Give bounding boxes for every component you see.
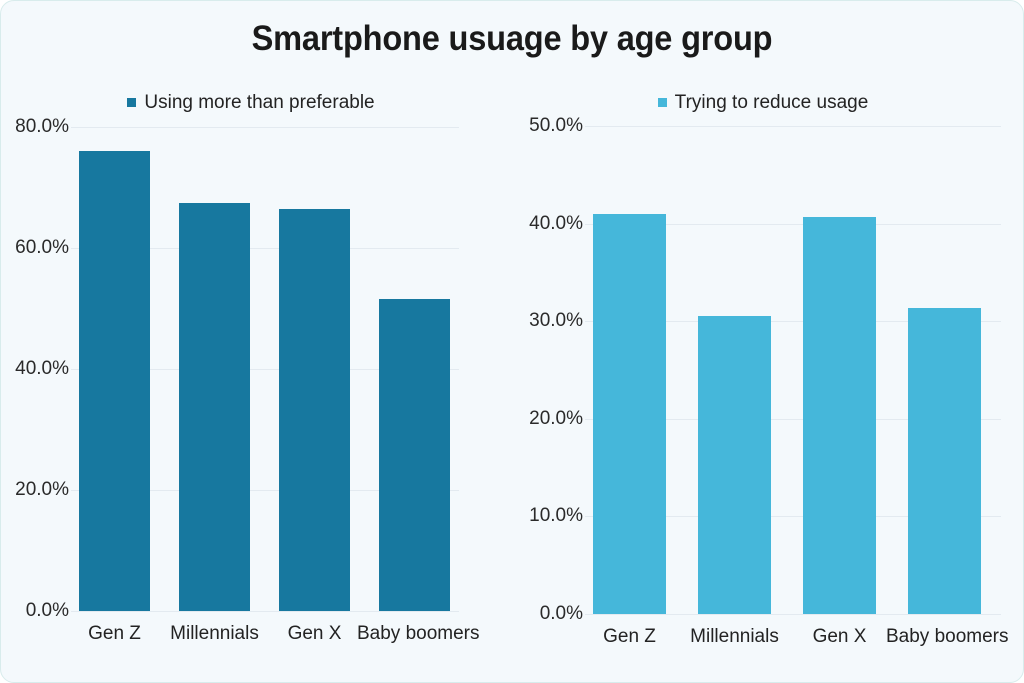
- chart-panel-right: Trying to reduce usage 0.0% 10.0% 20.0% 30.…: [501, 87, 1023, 657]
- bar[interactable]: [698, 316, 771, 614]
- bar[interactable]: [279, 208, 350, 611]
- y-axis-tick-label: 40.0%: [15, 358, 69, 379]
- plot-area-left: 0.0% 20.0% 40.0% 60.0% 80.0% Gen Z Millennial…: [1, 87, 501, 657]
- gridline: [585, 321, 1001, 323]
- gridline: [585, 418, 1001, 420]
- y-axis-tick-label: 30.0%: [529, 310, 583, 332]
- y-axis-tick-label: 50.0%: [529, 115, 583, 136]
- bar[interactable]: [379, 299, 450, 611]
- y-axis-tick-label: 20.0%: [15, 479, 69, 500]
- chart-panel-left: Using more than preferable 0.0% 20.0% 40.0…: [1, 87, 501, 657]
- x-axis-tick-label: Millennials: [170, 623, 259, 644]
- bar[interactable]: [179, 202, 250, 611]
- legend-label-right: Trying to reduce usage: [674, 91, 869, 113]
- x-axis-tick-label: Baby boomers: [357, 623, 480, 644]
- gridline: [71, 248, 459, 249]
- x-axis-tick-label: Gen Z: [603, 626, 656, 647]
- x-axis-tick-label: Gen X: [812, 626, 867, 647]
- y-axis-right: 0.0% 10.0% 20.0% 30.0% 40.0% 50.0%: [501, 87, 1023, 657]
- gridline: [71, 369, 459, 370]
- gridlines-left: [1, 87, 501, 657]
- x-axis-tick-label: Millennials: [690, 626, 779, 647]
- gridline: [71, 490, 459, 491]
- x-axis-left: Gen Z Millennials Gen X Baby boomers: [1, 87, 501, 657]
- x-axis-tick-label: Gen Z: [88, 623, 141, 644]
- y-axis-tick-label: 0.0%: [539, 603, 583, 624]
- y-axis-tick-label: 60.0%: [15, 237, 69, 258]
- x-axis-tick-label: Baby boomers: [886, 626, 1009, 647]
- bars-left: [1, 87, 501, 657]
- y-axis-left: 0.0% 20.0% 40.0% 60.0% 80.0%: [1, 87, 501, 657]
- y-axis-tick-label: 40.0%: [529, 212, 583, 234]
- bar[interactable]: [908, 307, 981, 614]
- page-title: Smartphone usuage by age group: [251, 19, 773, 58]
- bars-right: [501, 87, 1023, 657]
- bar[interactable]: [79, 151, 150, 611]
- bar[interactable]: [803, 216, 876, 614]
- y-axis-tick-label: 0.0%: [25, 600, 69, 621]
- gridline: [585, 126, 1001, 127]
- gridline: [585, 614, 1001, 615]
- gridline: [71, 127, 459, 128]
- x-axis-tick-label: Gen X: [287, 623, 342, 644]
- y-axis-tick-label: 10.0%: [529, 505, 583, 527]
- legend-label-left: Using more than preferable: [144, 91, 375, 113]
- x-axis-right: Gen Z Millennials Gen X Baby boomers: [501, 87, 1023, 657]
- bar[interactable]: [593, 213, 666, 614]
- gridlines-right: [501, 87, 1023, 657]
- plot-area-right: 0.0% 10.0% 20.0% 30.0% 40.0% 50.0% Gen Z Mille…: [501, 87, 1023, 657]
- gridline: [71, 611, 459, 612]
- y-axis-tick-label: 80.0%: [15, 116, 69, 137]
- gridline: [585, 516, 1001, 518]
- y-axis-tick-label: 20.0%: [529, 407, 583, 429]
- gridline: [585, 223, 1001, 225]
- legend-left: Using more than preferable: [1, 87, 531, 117]
- legend-right: Trying to reduce usage: [501, 87, 1023, 117]
- square-marker-icon: [657, 97, 667, 107]
- square-marker-icon: [127, 97, 137, 107]
